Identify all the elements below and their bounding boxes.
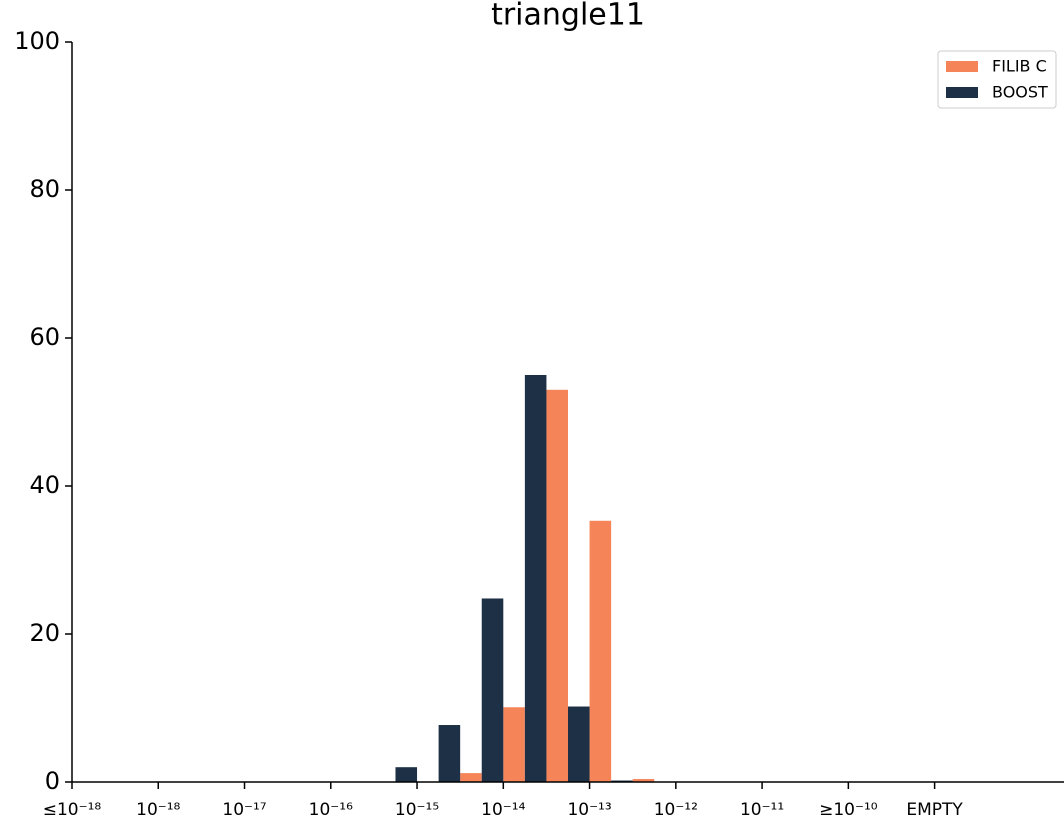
x-tick-label: ≤10⁻¹⁸ [43,800,102,820]
bar [481,598,504,782]
legend: FILIB C BOOST [937,50,1057,109]
chart-title: triangle11 [491,0,645,33]
y-tick-label: 60 [29,323,60,351]
x-tick-label: 10⁻¹⁶ [309,800,353,820]
legend-swatch [946,61,978,72]
x-tick-label: EMPTY [906,800,963,820]
bar [460,773,482,782]
legend-label: BOOST [992,83,1048,102]
x-tick-label: 10⁻¹¹ [740,800,784,820]
legend-label: FILIB C [992,57,1047,76]
y-tick-label: 20 [29,619,60,647]
bar [546,389,568,782]
y-tick-label: 40 [29,471,60,499]
x-tick-label: 10⁻¹² [654,800,698,820]
x-tick-label: 10⁻¹⁴ [481,800,525,820]
x-tick-label: ≥10⁻¹⁰ [819,800,878,820]
bar [438,725,461,782]
y-tick-label: 100 [14,27,60,55]
x-tick-label: 10⁻¹⁵ [395,800,439,820]
x-tick-label: 10⁻¹⁷ [222,800,266,820]
legend-swatch [946,87,978,98]
bar [632,779,655,782]
bar [503,707,525,782]
bar [395,767,418,782]
x-tick-label: 10⁻¹⁸ [136,800,180,820]
bar [589,520,612,782]
y-tick-label: 80 [29,175,60,203]
bar [568,706,590,782]
y-tick-label: 0 [45,767,60,795]
bar [524,375,547,782]
x-tick-label: 10⁻¹³ [567,800,611,820]
